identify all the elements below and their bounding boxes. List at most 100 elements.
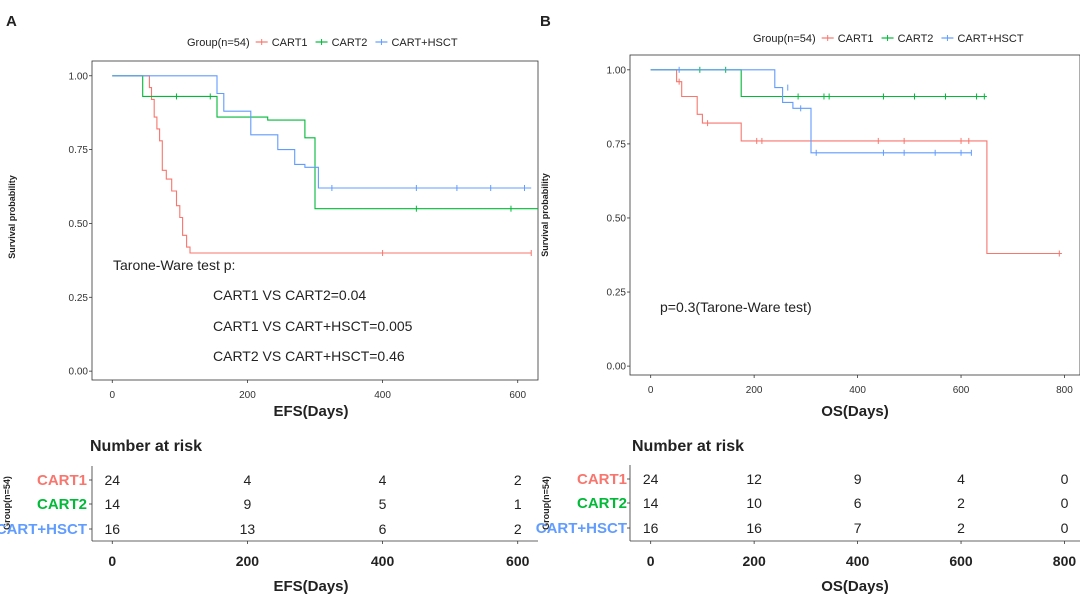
panel-label-a: A: [6, 13, 17, 30]
y-tick-label: 0.25: [607, 288, 627, 299]
risk-table-xlabel-b: OS(Days): [821, 578, 889, 595]
annotation-cart2-vs-hsct: CART2 VS CART+HSCT=0.46: [213, 348, 405, 364]
risk-count: 16: [104, 521, 120, 537]
survival-curve-cart2: [112, 75, 538, 210]
x-tick-label: 600: [509, 390, 526, 401]
risk-count: 14: [104, 496, 120, 512]
legend-label-cart-hsct: CART+HSCT: [957, 33, 1023, 45]
risk-x-tick-label: 600: [949, 553, 973, 569]
risk-group-label-cart2: CART2: [37, 496, 87, 513]
risk-count: 5: [379, 496, 387, 512]
risk-count: 24: [643, 471, 659, 487]
risk-x-tick-label: 400: [371, 553, 395, 569]
x-tick-label: 0: [648, 385, 654, 396]
risk-x-tick-label: 400: [846, 553, 870, 569]
annotation-test-title: Tarone-Ware test p:: [113, 257, 235, 273]
y-tick-label: 0.00: [69, 367, 89, 378]
risk-count: 6: [379, 521, 387, 537]
x-tick-label: 200: [746, 385, 763, 396]
x-tick-label: 800: [1056, 385, 1073, 396]
risk-count: 16: [643, 520, 659, 536]
curves-b: [650, 66, 1062, 257]
legend-b: Group(n=54) CART1 CART2 CART+HSCT: [753, 33, 1024, 45]
risk-x-tick-label: 200: [236, 553, 260, 569]
legend-label-cart2: CART2: [898, 33, 934, 45]
risk-table-title-a: Number at risk: [90, 438, 202, 455]
risk-x-tick-label: 0: [647, 553, 655, 569]
y-tick-label: 0.75: [607, 139, 627, 150]
risk-count: 2: [514, 521, 522, 537]
plot-frame-b: [629, 54, 1080, 376]
x-tick-label: 400: [374, 390, 391, 401]
risk-x-tick-label: 200: [742, 553, 766, 569]
risk-count: 14: [643, 495, 659, 511]
risk-table-xlabel-a: EFS(Days): [273, 578, 348, 595]
risk-count: 2: [514, 472, 522, 488]
risk-group-label-cart1: CART1: [577, 471, 627, 488]
risk-group-label-cart-hsct: CART+HSCT: [0, 521, 87, 538]
survival-curve-cart1: [650, 69, 1062, 255]
x-tick-label: 600: [953, 385, 970, 396]
risk-x-tick-label: 800: [1053, 553, 1077, 569]
risk-count: 1: [514, 496, 522, 512]
annotation-p-value: p=0.3(Tarone-Ware test): [660, 299, 812, 315]
survival-curve-cart-hsct: [112, 75, 532, 189]
risk-count: 7: [854, 520, 862, 536]
risk-group-label-cart2: CART2: [577, 495, 627, 512]
y-tick-label: 0.25: [69, 293, 89, 304]
risk-table-a: CART1 24 4 4 2 CART2 14 9 5 1 CART+HSCT 16 13 6 2 0 200 4…: [0, 466, 538, 569]
risk-count: 16: [746, 520, 762, 536]
risk-count: 0: [1061, 495, 1069, 511]
y-axis-label-a: Survival probability: [7, 175, 17, 259]
x-axis-label-b: OS(Days): [821, 403, 889, 420]
legend-label-cart1: CART1: [272, 37, 308, 49]
risk-count: 2: [957, 495, 965, 511]
panel-label-b: B: [540, 13, 551, 30]
risk-count: 9: [244, 496, 252, 512]
panel-b: B Group(n=54) CART1 CART2 CART+HSCT Surviva…: [536, 13, 1080, 595]
risk-count: 4: [244, 472, 252, 488]
annotation-cart1-vs-cart2: CART1 VS CART2=0.04: [213, 287, 366, 303]
y-tick-label: 0.75: [69, 145, 89, 156]
survival-curve-cart1: [112, 75, 532, 254]
x-tick-label: 200: [239, 390, 256, 401]
risk-count: 6: [854, 495, 862, 511]
risk-group-label-cart1: CART1: [37, 472, 87, 489]
risk-table-ylabel-a: Group(n=54): [2, 476, 12, 530]
plot-frame-a: [91, 60, 539, 381]
risk-count: 4: [957, 471, 965, 487]
x-axis-label-a: EFS(Days): [273, 403, 348, 420]
risk-count: 24: [104, 472, 120, 488]
y-tick-label: 0.00: [607, 362, 627, 373]
risk-count: 13: [240, 521, 256, 537]
axes-b: 0 200 400 600 800 0.00 0.25 0.50 0.75 1.00: [607, 65, 1074, 396]
y-tick-label: 1.00: [69, 71, 89, 82]
legend-label-cart-hsct: CART+HSCT: [391, 37, 457, 49]
survival-curve-cart2: [650, 69, 987, 98]
panel-a: A Group(n=54) CART1 CART2 CART+HSCT Surviva…: [0, 13, 539, 595]
axes-a: 0 200 400 600 0.00 0.25 0.50 0.75 1.00: [69, 71, 527, 401]
risk-group-label-cart-hsct: CART+HSCT: [536, 520, 627, 537]
legend-label-cart2: CART2: [332, 37, 368, 49]
legend-a: Group(n=54) CART1 CART2 CART+HSCT: [187, 37, 458, 49]
risk-table-title-b: Number at risk: [632, 438, 744, 455]
annotation-cart1-vs-hsct: CART1 VS CART+HSCT=0.005: [213, 318, 413, 334]
risk-count: 12: [746, 471, 762, 487]
risk-count: 9: [854, 471, 862, 487]
curves-a: [112, 75, 538, 256]
legend-title: Group(n=54): [187, 37, 250, 49]
y-axis-label-b: Survival probability: [540, 173, 550, 257]
legend-label-cart1: CART1: [838, 33, 874, 45]
risk-count: 0: [1061, 471, 1069, 487]
x-tick-label: 0: [109, 390, 115, 401]
legend-title: Group(n=54): [753, 33, 816, 45]
y-tick-label: 0.50: [69, 219, 89, 230]
x-tick-label: 400: [849, 385, 866, 396]
risk-x-tick-label: 600: [506, 553, 530, 569]
y-tick-label: 0.50: [607, 213, 627, 224]
risk-count: 10: [746, 495, 762, 511]
risk-x-tick-label: 0: [108, 553, 116, 569]
risk-count: 2: [957, 520, 965, 536]
